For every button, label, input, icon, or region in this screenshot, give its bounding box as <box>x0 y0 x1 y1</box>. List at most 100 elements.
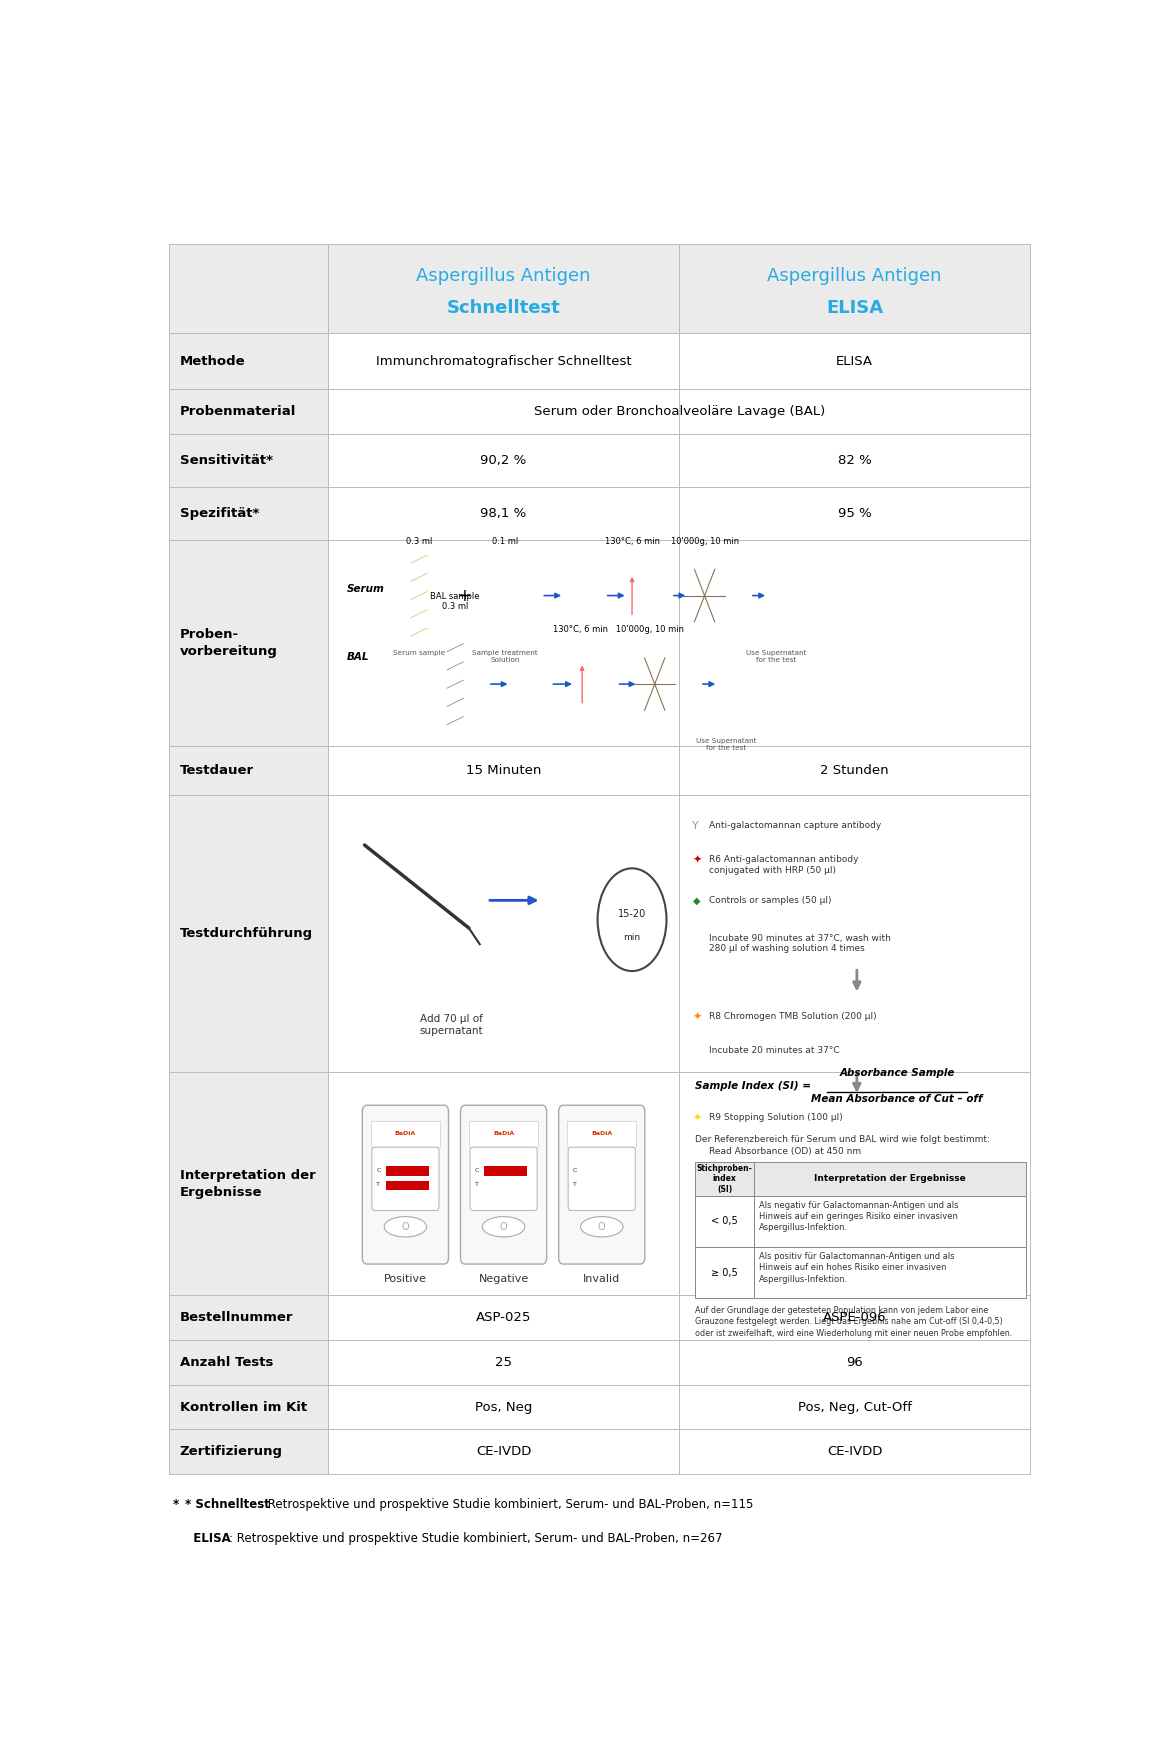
Text: ELISA: ELISA <box>837 355 873 367</box>
Bar <box>556 928 586 939</box>
FancyBboxPatch shape <box>566 558 586 634</box>
Text: Immunchromatografischer Schnelltest: Immunchromatografischer Schnelltest <box>376 355 632 367</box>
Text: ELISA: ELISA <box>826 298 883 318</box>
Bar <box>168 488 329 541</box>
Text: C: C <box>572 1167 577 1172</box>
FancyBboxPatch shape <box>573 655 591 730</box>
Text: 15 Minuten: 15 Minuten <box>466 763 542 777</box>
Circle shape <box>598 869 667 971</box>
Bar <box>329 1341 679 1385</box>
Text: O: O <box>401 1221 410 1232</box>
Text: * Schnelltest: * Schnelltest <box>185 1499 270 1511</box>
Text: Interpretation der
Ergebnisse: Interpretation der Ergebnisse <box>180 1169 316 1199</box>
Bar <box>567 1121 636 1146</box>
Bar <box>386 1181 428 1190</box>
Text: BAL: BAL <box>346 653 369 662</box>
Bar <box>679 244 1031 333</box>
Text: Der Referenzbereich für Serum und BAL wird wie folgt bestimmt:: Der Referenzbereich für Serum und BAL wi… <box>695 1135 990 1144</box>
Text: 130°C, 6 min: 130°C, 6 min <box>605 537 660 546</box>
Ellipse shape <box>482 1216 525 1237</box>
Bar <box>329 488 679 541</box>
Text: Testdauer: Testdauer <box>180 763 254 777</box>
Text: Use Supernatant
for the test: Use Supernatant for the test <box>696 739 757 751</box>
Text: 82 %: 82 % <box>838 455 872 467</box>
Bar <box>679 541 1031 746</box>
Bar <box>755 1195 1026 1246</box>
Text: Interpretation der Ergebnisse: Interpretation der Ergebnisse <box>814 1174 966 1183</box>
Text: Serum sample: Serum sample <box>393 649 445 656</box>
Text: Anti-galactomannan capture antibody: Anti-galactomannan capture antibody <box>709 821 881 830</box>
Bar <box>329 746 679 795</box>
Bar <box>469 1121 538 1146</box>
Bar <box>168 1341 329 1385</box>
Text: Auf der Grundlage der getesteten Population kann von jedem Labor eine
Grauzone f: Auf der Grundlage der getesteten Populat… <box>695 1306 1012 1337</box>
Text: T: T <box>475 1183 479 1186</box>
Text: Read Absorbance (OD) at 450 nm: Read Absorbance (OD) at 450 nm <box>709 1148 861 1157</box>
Text: Proben-
vorbereitung: Proben- vorbereitung <box>180 628 277 658</box>
FancyBboxPatch shape <box>490 563 519 642</box>
Text: 130°C, 6 min   10'000g, 10 min: 130°C, 6 min 10'000g, 10 min <box>553 625 684 634</box>
Bar <box>168 1295 329 1341</box>
Bar <box>679 433 1031 488</box>
Text: ASPE-096: ASPE-096 <box>823 1311 887 1323</box>
Bar <box>168 433 329 488</box>
Bar <box>695 1162 755 1195</box>
Text: Incubate 90 minutes at 37°C, wash with
280 µl of washing solution 4 times: Incubate 90 minutes at 37°C, wash with 2… <box>709 934 890 953</box>
Text: : Retrospektive und prospektive Studie kombiniert, Serum- und BAL-Proben, n=115: : Retrospektive und prospektive Studie k… <box>260 1499 753 1511</box>
FancyBboxPatch shape <box>766 558 786 634</box>
Text: O: O <box>500 1221 508 1232</box>
Text: Controls or samples (50 µl): Controls or samples (50 µl) <box>709 895 832 906</box>
Ellipse shape <box>580 1216 622 1237</box>
Text: C: C <box>474 1167 479 1172</box>
Bar <box>329 795 679 1072</box>
Text: Als positiv für Galactomannan-Antigen und als
Hinweis auf ein hohes Risiko einer: Als positiv für Galactomannan-Antigen un… <box>758 1253 955 1283</box>
FancyBboxPatch shape <box>569 1148 635 1211</box>
Bar <box>329 1429 679 1474</box>
FancyBboxPatch shape <box>558 1106 645 1264</box>
Text: Mean Absorbance of Cut – off: Mean Absorbance of Cut – off <box>811 1093 983 1104</box>
Bar <box>386 1165 428 1176</box>
Text: Als negativ für Galactomannan-Antigen und als
Hinweis auf ein geringes Risiko ei: Als negativ für Galactomannan-Antigen un… <box>758 1200 958 1232</box>
FancyBboxPatch shape <box>442 639 468 730</box>
Text: Sample Index (SI) =: Sample Index (SI) = <box>695 1081 811 1090</box>
FancyBboxPatch shape <box>406 549 432 642</box>
Bar <box>329 1295 679 1341</box>
Text: ◆: ◆ <box>693 895 700 906</box>
Text: R9 Stopping Solution (100 µl): R9 Stopping Solution (100 µl) <box>709 1113 842 1121</box>
Text: min: min <box>624 932 641 942</box>
Bar <box>695 1246 755 1299</box>
Text: BAL sample
0.3 ml: BAL sample 0.3 ml <box>431 591 480 611</box>
Bar <box>679 390 1031 433</box>
Ellipse shape <box>384 1216 427 1237</box>
FancyBboxPatch shape <box>716 648 736 721</box>
Text: 0.1 ml: 0.1 ml <box>491 537 518 546</box>
FancyBboxPatch shape <box>512 648 532 721</box>
Text: R6 Anti-galactomannan antibody
conjugated with HRP (50 µl): R6 Anti-galactomannan antibody conjugate… <box>709 855 859 874</box>
Bar <box>168 1429 329 1474</box>
Bar <box>329 390 679 433</box>
Text: BaDiA: BaDiA <box>394 1132 417 1135</box>
Text: Probenmaterial: Probenmaterial <box>180 405 296 418</box>
Text: Add 70 µl of
supernatant: Add 70 µl of supernatant <box>419 1014 483 1035</box>
Text: 0.3 ml: 0.3 ml <box>406 537 432 546</box>
Text: ASP-025: ASP-025 <box>476 1311 531 1323</box>
Bar <box>679 1385 1031 1429</box>
Bar <box>556 900 586 911</box>
Bar <box>329 1072 679 1295</box>
Bar <box>679 1341 1031 1385</box>
Bar <box>329 433 679 488</box>
Text: Positive: Positive <box>384 1274 427 1283</box>
FancyBboxPatch shape <box>546 853 594 1016</box>
Bar <box>329 244 679 333</box>
Text: Anzahl Tests: Anzahl Tests <box>180 1357 273 1369</box>
Text: Aspergillus Antigen: Aspergillus Antigen <box>417 267 591 286</box>
Bar <box>755 1246 1026 1299</box>
Bar <box>168 795 329 1072</box>
FancyBboxPatch shape <box>461 1106 546 1264</box>
Text: ✦: ✦ <box>693 1013 702 1021</box>
Text: Sample treatment
Solution: Sample treatment Solution <box>473 649 538 663</box>
Bar <box>168 1072 329 1295</box>
Text: Schnelltest: Schnelltest <box>447 298 560 318</box>
Bar <box>371 1121 440 1146</box>
Bar <box>484 1165 526 1176</box>
